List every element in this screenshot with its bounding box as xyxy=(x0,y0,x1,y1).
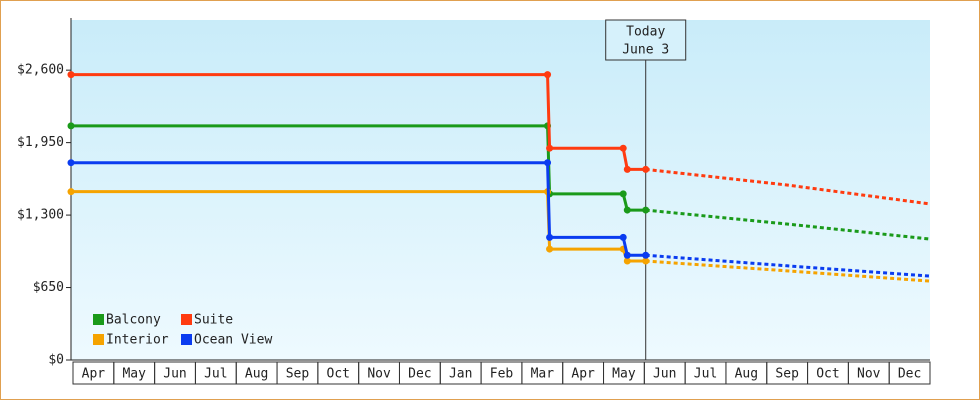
legend-swatch xyxy=(93,314,104,325)
x-tick-label: Jan xyxy=(449,367,472,382)
today-box xyxy=(605,19,687,61)
x-tick-label: Apr xyxy=(571,367,595,382)
price-point xyxy=(619,190,627,198)
x-tick-label: May xyxy=(612,367,636,382)
forecast-line xyxy=(645,167,931,206)
x-tick-label: Dec xyxy=(898,367,921,382)
x-tick-label: Oct xyxy=(327,367,350,382)
y-tick-label: $0 xyxy=(48,353,64,368)
y-tick-label: $650 xyxy=(33,280,64,295)
price-point xyxy=(619,144,627,152)
x-tick-label: Jun xyxy=(653,367,676,382)
today-label: Today xyxy=(626,25,665,40)
price-point xyxy=(67,122,75,130)
x-tick-label: Jun xyxy=(163,367,186,382)
x-tick-label: Sep xyxy=(775,367,799,382)
legend-label: Interior xyxy=(106,333,169,348)
y-tick-label: $1,950 xyxy=(17,135,64,150)
price-point xyxy=(623,257,631,265)
x-tick-label: Dec xyxy=(408,367,431,382)
x-tick-label: May xyxy=(122,367,146,382)
forecast-line xyxy=(645,208,931,241)
y-tick-label: $1,300 xyxy=(17,208,64,223)
price-point xyxy=(623,251,631,259)
price-point xyxy=(546,144,554,152)
forecast-line xyxy=(645,253,931,278)
legend-swatch xyxy=(181,334,192,345)
legend-label: Ocean View xyxy=(194,333,272,348)
y-tick-label: $2,600 xyxy=(17,63,64,78)
legend-swatch xyxy=(93,334,104,345)
x-tick-label: Feb xyxy=(490,367,514,382)
x-tick-label: Aug xyxy=(245,367,268,382)
x-tick-label: Aug xyxy=(735,367,758,382)
price-point xyxy=(623,165,631,173)
x-tick-label: Sep xyxy=(286,367,310,382)
x-category-cell xyxy=(888,361,931,385)
x-tick-label: Mar xyxy=(531,367,555,382)
price-point xyxy=(67,71,75,79)
price-point xyxy=(67,188,75,196)
x-tick-label: Oct xyxy=(816,367,839,382)
legend-label: Balcony xyxy=(106,313,161,328)
price-point xyxy=(619,233,627,241)
price-point xyxy=(544,71,552,79)
price-point xyxy=(546,245,554,253)
price-point xyxy=(544,159,552,167)
legend-label: Suite xyxy=(194,313,233,328)
today-date: June 3 xyxy=(622,43,669,58)
x-tick-label: Nov xyxy=(857,367,881,382)
price-point xyxy=(546,233,554,241)
x-tick-label: Nov xyxy=(367,367,391,382)
forecast-line xyxy=(645,259,931,283)
x-tick-label: Apr xyxy=(82,367,106,382)
legend-swatch xyxy=(181,314,192,325)
price-point xyxy=(623,206,631,214)
x-tick-label: Jul xyxy=(694,367,717,382)
x-tick-label: Jul xyxy=(204,367,227,382)
plot-area xyxy=(71,20,930,360)
price-point xyxy=(67,159,75,167)
